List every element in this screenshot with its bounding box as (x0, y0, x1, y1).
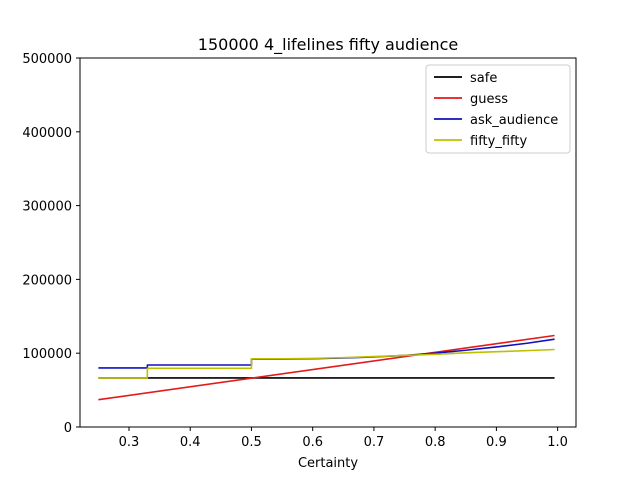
chart-title: 150000 4_lifelines fifty audience (198, 35, 458, 55)
x-axis: 0.3 0.4 0.5 0.6 0.7 0.8 0.9 1.0 (119, 427, 568, 450)
x-tick-label: 0.8 (425, 435, 446, 450)
x-tick-label: 0.9 (486, 435, 507, 450)
legend-label: ask_audience (470, 113, 558, 128)
x-tick-label: 0.7 (364, 435, 385, 450)
x-tick-label: 0.4 (180, 435, 201, 450)
legend-item: guess (434, 92, 508, 107)
x-tick-label: 0.6 (302, 435, 323, 450)
plot-frame (79, 57, 577, 428)
x-axis-label: Certainty (298, 456, 358, 471)
x-tick-label: 1.0 (547, 435, 568, 450)
y-tick-label: 400000 (22, 126, 72, 141)
y-tick-label: 500000 (22, 52, 72, 67)
legend-label: safe (470, 71, 497, 86)
y-tick-label: 300000 (22, 200, 72, 215)
series-line-fifty-fifty (98, 348, 555, 379)
legend-box (425, 64, 571, 154)
y-axis: 0 100000 200000 300000 400000 500000 (22, 52, 80, 436)
legend-item: fifty_fifty (434, 134, 527, 149)
x-tick-label: 0.3 (119, 435, 140, 450)
legend-item: ask_audience (434, 113, 558, 128)
y-tick-label: 0 (64, 421, 72, 436)
legend-label: guess (470, 92, 508, 107)
legend-item: safe (434, 71, 497, 86)
x-tick-label: 0.5 (241, 435, 262, 450)
y-tick-label: 100000 (22, 347, 72, 362)
series-line-guess (98, 334, 555, 401)
legend-label: fifty_fifty (470, 134, 527, 149)
series-layer (98, 334, 555, 401)
y-tick-label: 200000 (22, 273, 72, 288)
legend: safe guess ask_audience fifty_fifty (425, 64, 571, 154)
